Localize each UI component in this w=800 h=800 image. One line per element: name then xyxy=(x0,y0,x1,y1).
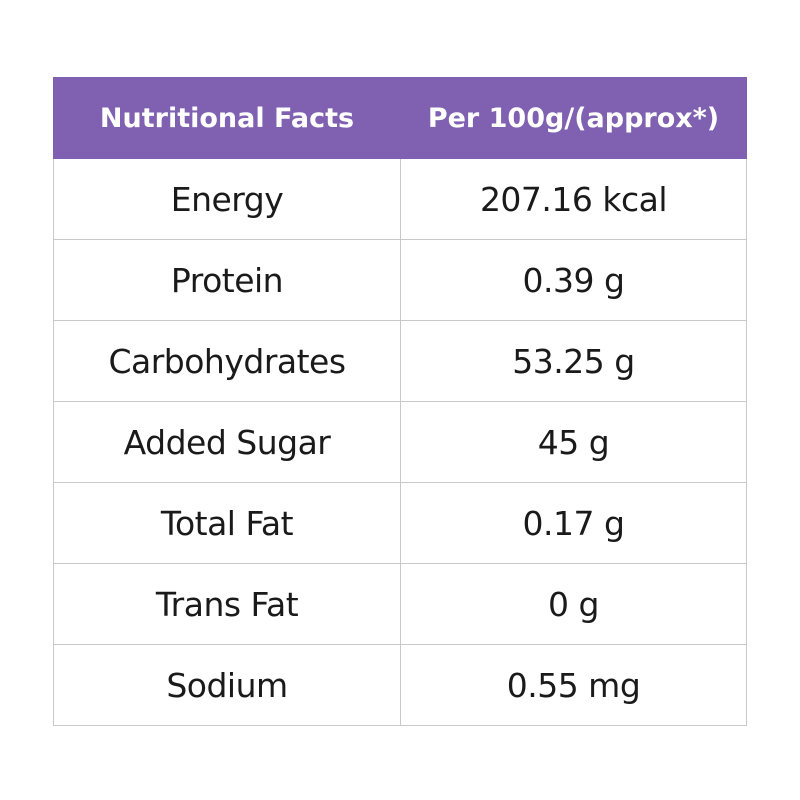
table-row: Carbohydrates 53.25 g xyxy=(53,320,747,402)
header-nutritional-facts: Nutritional Facts xyxy=(53,77,401,159)
nutrient-value: 45 g xyxy=(400,401,747,483)
nutrition-facts-table: Nutritional Facts Per 100g/(approx*) Ene… xyxy=(53,77,747,726)
nutrient-name: Carbohydrates xyxy=(53,320,401,402)
table-row: Trans Fat 0 g xyxy=(53,563,747,645)
table-row: Protein 0.39 g xyxy=(53,239,747,321)
nutrient-value: 0.17 g xyxy=(400,482,747,564)
nutrient-name: Protein xyxy=(53,239,401,321)
nutrient-value: 0.39 g xyxy=(400,239,747,321)
nutrient-value: 53.25 g xyxy=(400,320,747,402)
table-row: Sodium 0.55 mg xyxy=(53,644,747,726)
nutrient-value: 0 g xyxy=(400,563,747,645)
nutrient-value: 0.55 mg xyxy=(400,644,747,726)
table-body: Energy 207.16 kcal Protein 0.39 g Carboh… xyxy=(53,158,747,726)
table-row: Added Sugar 45 g xyxy=(53,401,747,483)
table-header: Nutritional Facts Per 100g/(approx*) xyxy=(53,77,747,159)
nutrient-name: Trans Fat xyxy=(53,563,401,645)
header-per-100g: Per 100g/(approx*) xyxy=(400,77,747,159)
table-row: Total Fat 0.17 g xyxy=(53,482,747,564)
nutrient-name: Sodium xyxy=(53,644,401,726)
nutrient-name: Energy xyxy=(53,158,401,240)
nutrient-value: 207.16 kcal xyxy=(400,158,747,240)
nutrient-name: Total Fat xyxy=(53,482,401,564)
nutrient-name: Added Sugar xyxy=(53,401,401,483)
table-row: Energy 207.16 kcal xyxy=(53,158,747,240)
header-row: Nutritional Facts Per 100g/(approx*) xyxy=(53,77,747,159)
